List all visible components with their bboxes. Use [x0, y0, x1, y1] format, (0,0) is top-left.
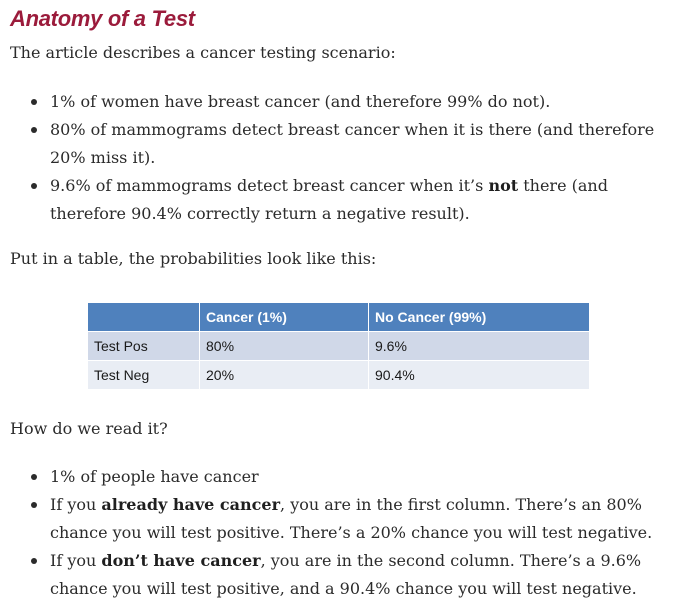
list-item-emphasis: don’t have cancer: [101, 551, 261, 570]
list-item-emphasis: already have cancer: [101, 495, 281, 514]
reading-list: 1% of people have cancer If you already …: [10, 463, 680, 603]
list-item-emphasis: not: [488, 176, 519, 195]
list-item-text: 1% of people have cancer: [50, 467, 259, 486]
table-cell: 80%: [199, 331, 369, 361]
list-item-text: 80% of mammograms detect breast cancer w…: [50, 120, 655, 167]
scenario-list: 1% of women have breast cancer (and ther…: [10, 88, 680, 228]
read-question-paragraph: How do we read it?: [10, 419, 168, 438]
table-cell: 9.6%: [368, 331, 590, 361]
list-item-text: 9.6% of mammograms detect breast cancer …: [50, 176, 489, 195]
list-item: If you don’t have cancer, you are in the…: [10, 547, 680, 603]
table-header-row: Cancer (1%) No Cancer (99%): [88, 303, 590, 332]
table-cell: Test Pos: [88, 331, 200, 361]
list-item: 80% of mammograms detect breast cancer w…: [10, 116, 680, 172]
list-item-text: If you: [50, 495, 102, 514]
intro-paragraph: The article describes a cancer testing s…: [10, 43, 396, 62]
table-cell: 90.4%: [368, 360, 590, 390]
table-header-cell: No Cancer (99%): [368, 303, 590, 332]
list-item-text: If you: [50, 551, 102, 570]
list-item: 1% of women have breast cancer (and ther…: [10, 88, 680, 116]
list-item: 9.6% of mammograms detect breast cancer …: [10, 172, 680, 228]
list-item-text: , you are in the second column. There’s …: [50, 551, 642, 598]
table-row: Test Pos 80% 9.6%: [88, 331, 590, 361]
list-item-text: 1% of women have breast cancer (and ther…: [50, 92, 551, 111]
table-header-cell: [88, 303, 200, 332]
list-item-text: there (and therefore 90.4% correctly ret…: [50, 176, 608, 223]
list-item: 1% of people have cancer: [10, 463, 680, 491]
table-header-cell: Cancer (1%): [199, 303, 369, 332]
list-item-text: , you are in the first column. There’s a…: [50, 495, 653, 542]
section-title: Anatomy of a Test: [10, 6, 195, 31]
probability-table: Cancer (1%) No Cancer (99%) Test Pos 80%…: [88, 303, 590, 390]
table-intro-paragraph: Put in a table, the probabilities look l…: [10, 249, 377, 268]
table-row: Test Neg 20% 90.4%: [88, 360, 590, 390]
table-cell: 20%: [199, 360, 369, 390]
table-cell: Test Neg: [88, 360, 200, 390]
list-item: If you already have cancer, you are in t…: [10, 491, 680, 547]
